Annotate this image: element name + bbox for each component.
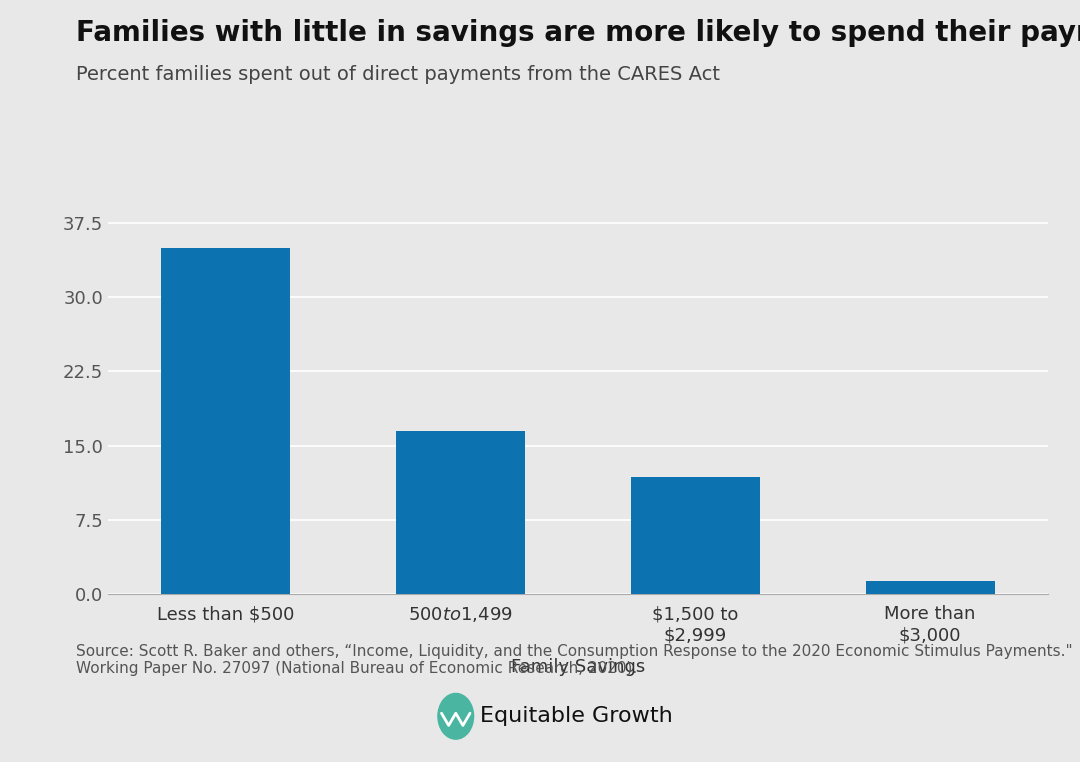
Bar — [865, 581, 995, 594]
Circle shape — [438, 693, 473, 739]
Text: Percent families spent out of direct payments from the CARES Act: Percent families spent out of direct pay… — [76, 65, 719, 84]
Text: Equitable Growth: Equitable Growth — [480, 706, 672, 726]
Bar — [631, 478, 760, 594]
Text: Families with little in savings are more likely to spend their payments: Families with little in savings are more… — [76, 19, 1080, 47]
Bar — [161, 248, 291, 594]
Bar — [395, 431, 525, 594]
X-axis label: Family Savings: Family Savings — [511, 658, 645, 676]
Text: Source: Scott R. Baker and others, “Income, Liquidity, and the Consumption Respo: Source: Scott R. Baker and others, “Inco… — [76, 644, 1072, 677]
